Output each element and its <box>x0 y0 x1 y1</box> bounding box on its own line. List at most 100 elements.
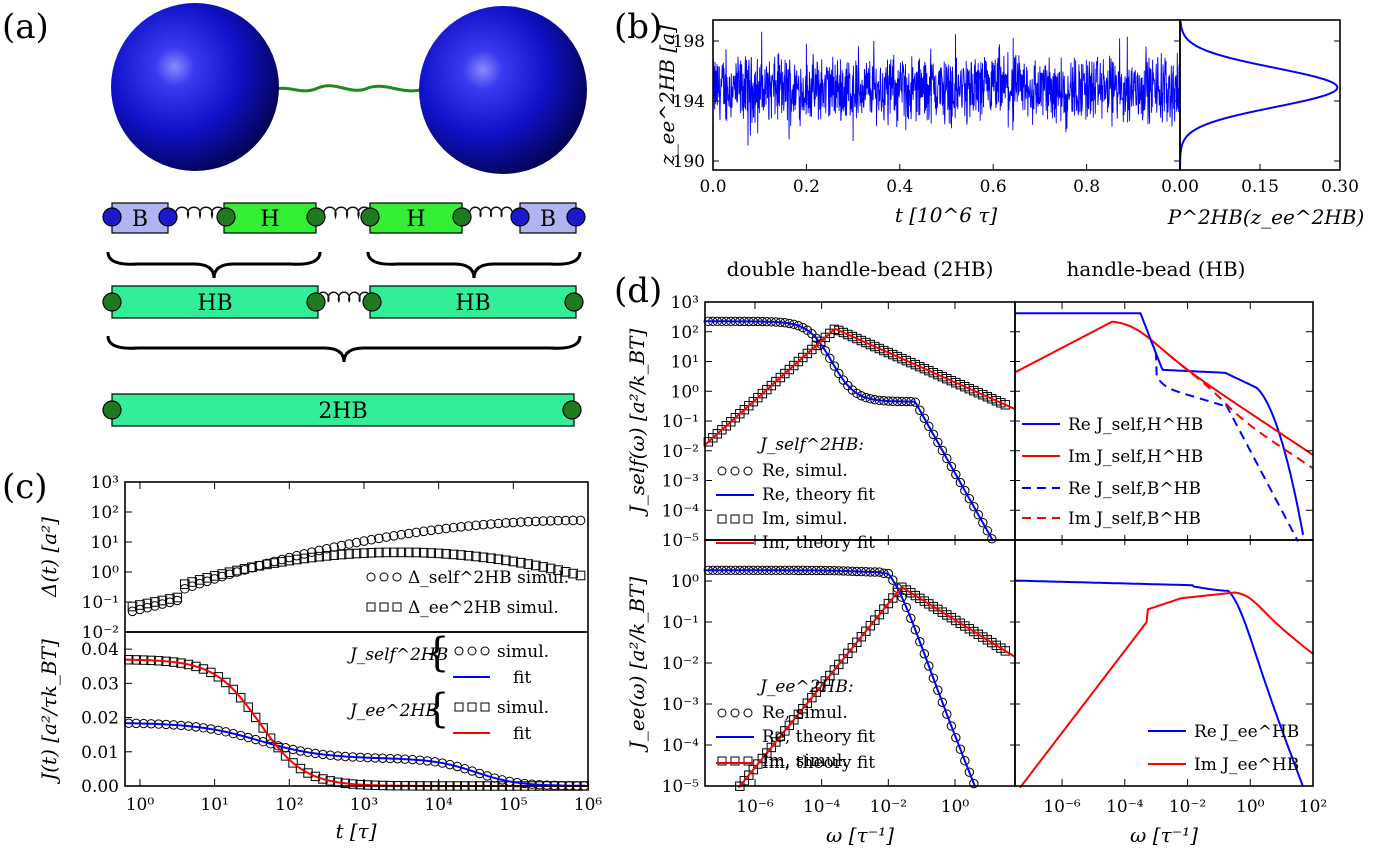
data-point-delta-self <box>403 528 414 539</box>
data-point-delta-ee <box>381 547 392 558</box>
data-point-delta-ee <box>411 547 422 558</box>
data-point-delta-ee <box>493 554 504 565</box>
data-point-delta-self <box>344 539 354 549</box>
data-point-delta-self <box>463 521 474 531</box>
data-point-delta-ee <box>523 559 534 569</box>
data-point-delta-self <box>441 523 451 534</box>
data-point-J-ee <box>318 774 328 784</box>
data-point-delta-ee <box>284 555 295 566</box>
brace-full <box>106 335 582 363</box>
legend-label: Im, simul. <box>762 751 848 771</box>
data-point-J-ee <box>250 712 261 723</box>
box-H-right-label: H <box>406 207 425 232</box>
brace-right <box>366 251 582 279</box>
data-point-delta-ee <box>359 548 369 558</box>
legend-marker-square <box>730 514 740 524</box>
legend-marker-square <box>366 602 376 612</box>
end-bead-green <box>102 400 122 420</box>
x-tick-label: 0.2 <box>793 177 820 197</box>
axes-frame-d-ee-2HB <box>704 539 1016 787</box>
x-tick-label: 0.0 <box>699 177 726 197</box>
y-tick-label: 0.00 <box>81 777 119 797</box>
x-tick-label: 10⁻² <box>1169 797 1206 817</box>
axes-frame-d-ee-HB <box>1014 539 1314 787</box>
data-point-delta-self <box>433 524 444 535</box>
data-point-delta-self <box>523 516 534 527</box>
data-point-re-ee <box>942 709 952 719</box>
y-tick-label: 0.04 <box>81 640 119 660</box>
box-H-left <box>223 202 317 234</box>
legend-marker-circle <box>730 466 740 476</box>
data-point-delta-ee <box>545 563 556 574</box>
data-point-delta-self <box>501 518 511 528</box>
data-point-delta-ee <box>277 556 287 567</box>
legend-marker-circle <box>743 708 753 718</box>
data-point-J-ee <box>191 661 201 672</box>
y-tick-label: 10¹ <box>91 533 119 553</box>
data-point-re-self <box>915 405 925 415</box>
data-point-re-self <box>928 429 939 440</box>
data-point-re-self <box>982 526 993 536</box>
fit-line-re-self <box>705 320 994 542</box>
data-point-delta-ee <box>486 553 496 564</box>
axes-frame-b-hist <box>1179 19 1341 171</box>
y-tick-label: 10⁰ <box>671 382 700 402</box>
legend-marker-circle <box>717 466 727 476</box>
data-point-delta-ee <box>418 547 429 558</box>
data-point-re-self <box>861 392 871 403</box>
legend-label: Re J_self,H^HB <box>1068 415 1203 435</box>
data-point-delta-self <box>508 517 519 528</box>
y-axis-label: z_ee^2HB [a] <box>655 25 679 166</box>
y-tick-label: 10³ <box>671 293 699 313</box>
fit-line-re-ee <box>705 569 976 787</box>
y-tick-label: 10⁻⁵ <box>662 777 700 797</box>
y-tick-label: 10⁻⁴ <box>662 736 700 756</box>
x-tick-label: 10⁴ <box>424 795 453 815</box>
data-point-delta-ee <box>538 562 548 572</box>
legend-marker-square <box>392 602 402 612</box>
legend-label: Re, simul. <box>762 703 848 723</box>
x-tick-label: 10³ <box>350 795 378 815</box>
data-point-im-self <box>1000 400 1011 410</box>
line-re-self-B <box>1148 337 1299 542</box>
data-point-delta-ee <box>157 595 168 606</box>
data-point-delta-ee <box>329 550 339 560</box>
data-point-delta-ee <box>142 598 153 609</box>
data-point-delta-self <box>538 516 548 526</box>
line-im-ee-HB <box>1019 591 1314 789</box>
data-point-re-self <box>793 321 804 331</box>
legend-label: Re, simul. <box>762 461 848 481</box>
panel-label-b: (b) <box>614 7 662 47</box>
data-point-delta-ee <box>501 555 511 566</box>
data-point-re-self <box>951 469 961 480</box>
end-bead-green <box>102 292 122 312</box>
data-point-delta-self <box>486 519 496 529</box>
x-tick-label: 10⁻⁶ <box>736 797 774 817</box>
x-tick-label: 10⁰ <box>941 797 970 817</box>
x-axis-label: P^2HB(z_ee^2HB) <box>1167 205 1365 229</box>
x-tick-label: 10⁰ <box>1236 797 1265 817</box>
end-bead-green <box>562 400 582 420</box>
data-point-delta-ee <box>239 564 250 574</box>
end-bead-blue <box>102 207 122 227</box>
data-point-delta-ee <box>336 549 347 560</box>
data-point-delta-ee <box>165 594 175 604</box>
data-point-delta-self <box>493 518 504 529</box>
y-tick-label: 10² <box>671 323 699 343</box>
y-tick-label: 10² <box>91 503 119 523</box>
data-point-re-self <box>798 322 808 333</box>
data-point-delta-ee <box>194 575 205 585</box>
legend-marker-circle <box>454 646 464 656</box>
data-point-delta-ee <box>247 562 257 573</box>
data-point-re-ee <box>960 756 970 766</box>
legend-marker-square <box>467 702 477 712</box>
data-point-re-ee <box>901 602 912 613</box>
x-tick-label: 0.8 <box>1073 177 1100 197</box>
data-point-re-self <box>933 437 943 448</box>
box-HB-right-label: HB <box>455 291 490 316</box>
data-point-re-self <box>820 346 831 356</box>
spring-HB-HB <box>316 291 372 303</box>
data-point-delta-ee <box>291 554 302 565</box>
data-point-J-ee <box>243 702 253 712</box>
y-tick-label: 10³ <box>91 473 119 493</box>
